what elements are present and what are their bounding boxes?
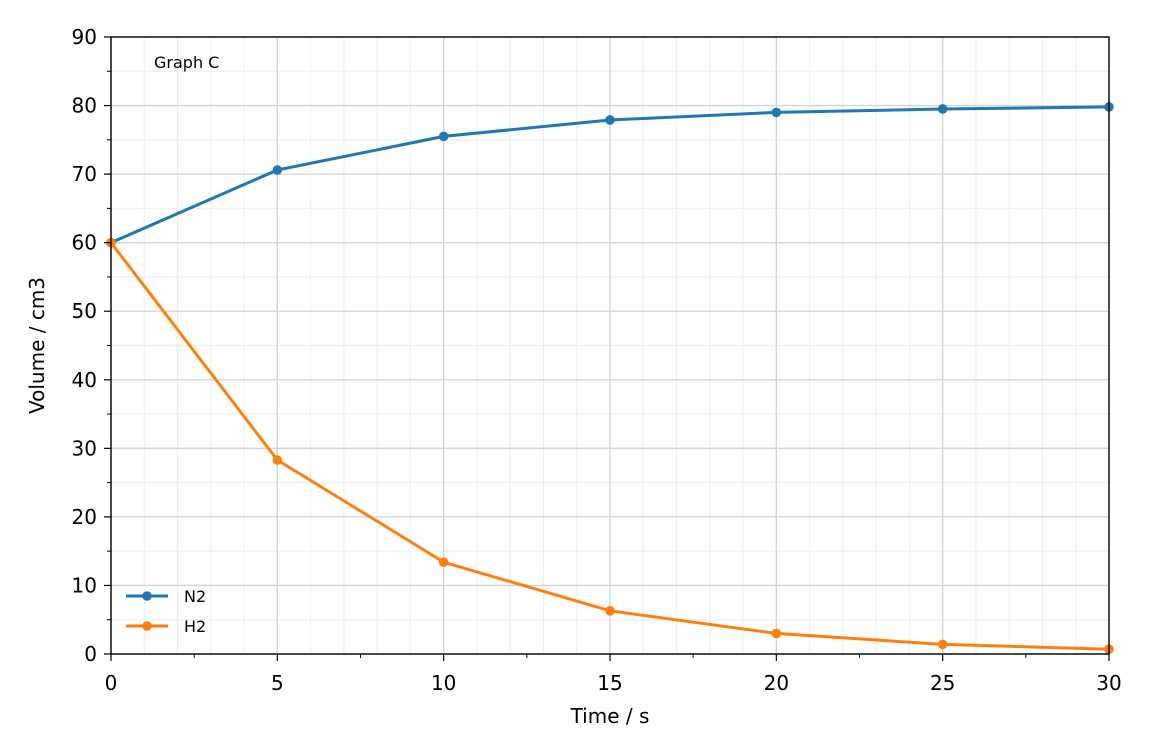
legend-item-n2: N2 (126, 587, 206, 606)
data-point-n2 (771, 107, 782, 118)
data-point-n2 (605, 115, 615, 125)
x-tick-label: 10 (431, 671, 456, 695)
axis-ticks: 0 5 10 15 20 25 30 0 10 20 30 40 50 60 70 80 90 (72, 25, 1122, 695)
data-point-n2 (438, 131, 449, 142)
legend-marker-n2 (142, 591, 152, 601)
series-layer (106, 102, 1114, 655)
data-point-h2 (771, 628, 782, 639)
y-axis-label: Volume / cm3 (25, 277, 49, 414)
legend-label-n2: N2 (184, 587, 206, 606)
grid-lines (110, 36, 1110, 655)
data-point-h2 (605, 606, 615, 616)
y-tick-label: 20 (72, 505, 97, 529)
y-tick-label: 30 (72, 436, 97, 460)
data-point-n2 (937, 104, 948, 114)
x-tick-label: 20 (764, 671, 789, 695)
legend-marker-h2 (142, 621, 152, 631)
legend-label-h2: H2 (184, 617, 206, 636)
y-tick-label: 40 (72, 368, 97, 392)
y-tick-label: 60 (72, 231, 97, 255)
x-tick-label: 25 (930, 671, 955, 695)
y-tick-label: 80 (72, 94, 97, 118)
y-tick-label: 70 (72, 162, 97, 186)
y-tick-label: 50 (72, 299, 97, 323)
legend: N2 H2 (126, 587, 206, 636)
x-tick-label: 15 (597, 671, 622, 695)
y-tick-label: 90 (72, 25, 97, 49)
chart-annotation: Graph C (154, 53, 219, 72)
y-tick-label: 0 (84, 642, 97, 666)
x-tick-label: 0 (105, 671, 118, 695)
x-axis-label: Time / s (570, 704, 650, 728)
data-point-h2 (937, 639, 948, 650)
x-tick-label: 30 (1096, 671, 1121, 695)
data-point-h2 (272, 455, 283, 465)
legend-item-h2: H2 (126, 617, 206, 636)
x-tick-label: 5 (271, 671, 284, 695)
data-point-n2 (272, 165, 283, 175)
y-tick-label: 10 (72, 573, 97, 597)
data-point-h2 (438, 557, 449, 567)
